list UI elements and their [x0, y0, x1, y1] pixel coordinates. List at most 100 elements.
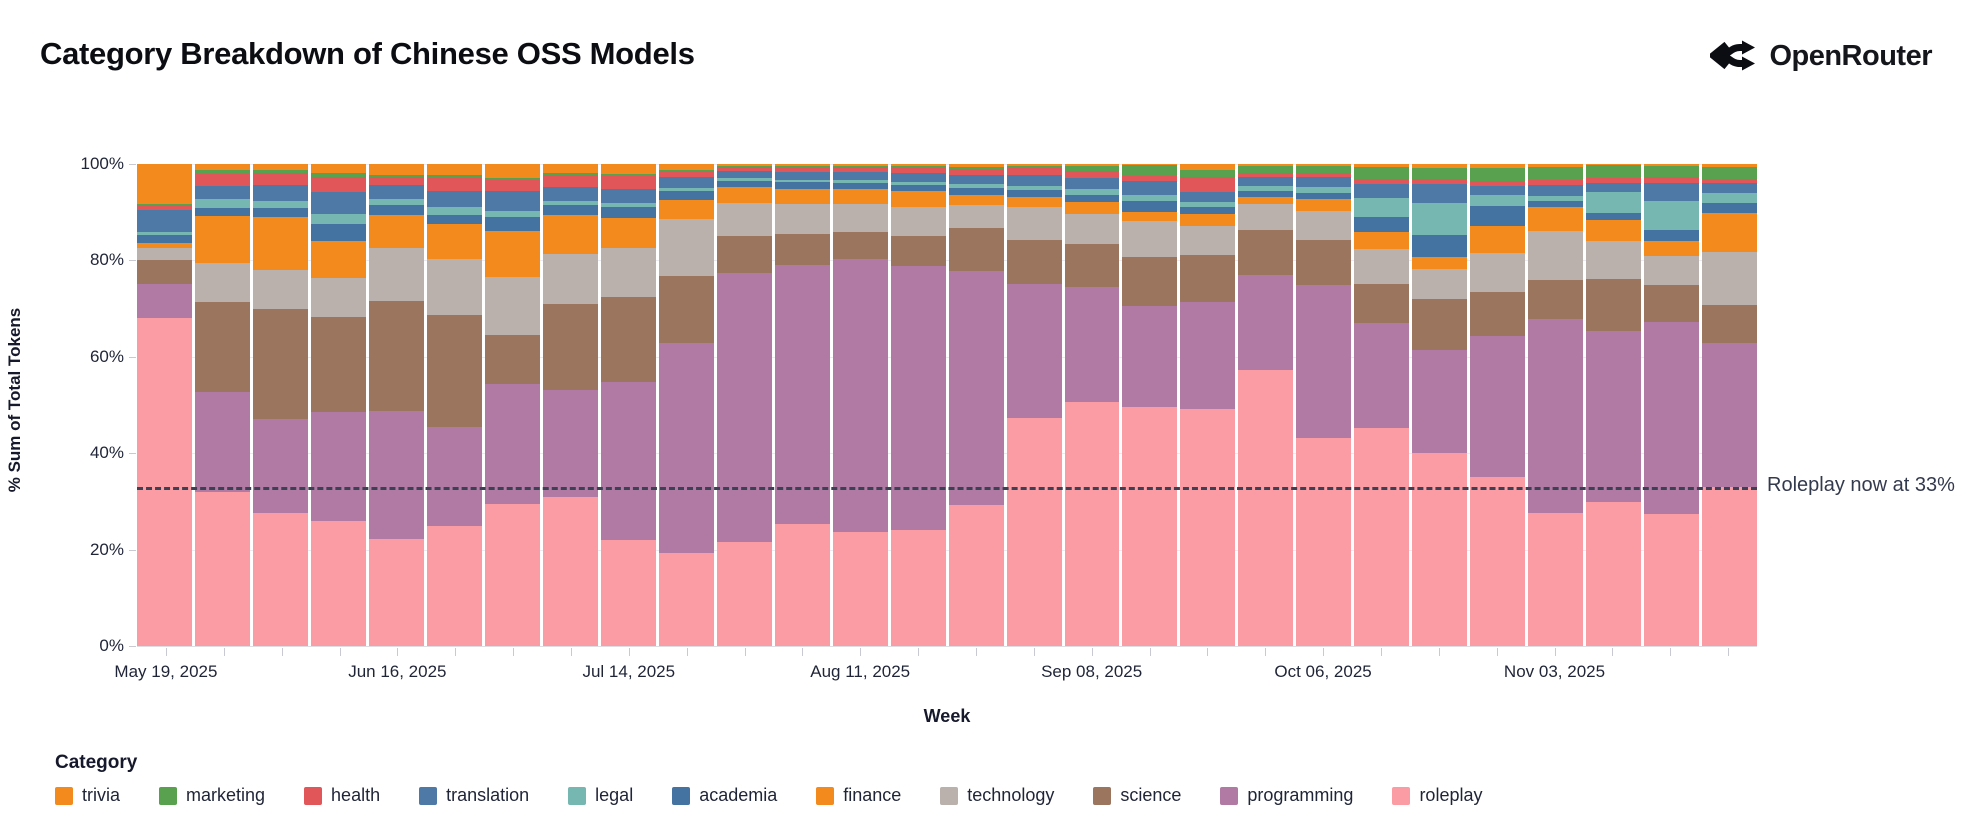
segment-translation[interactable]: [1006, 175, 1062, 186]
segment-finance[interactable]: [600, 218, 656, 248]
segment-legal[interactable]: [426, 207, 482, 215]
segment-finance[interactable]: [658, 200, 714, 219]
segment-programming[interactable]: [1644, 321, 1700, 515]
segment-science[interactable]: [832, 232, 888, 259]
segment-programming[interactable]: [1354, 322, 1410, 428]
segment-finance[interactable]: [1412, 256, 1468, 269]
segment-legal[interactable]: [948, 184, 1004, 188]
segment-academia[interactable]: [716, 180, 772, 187]
segment-marketing[interactable]: [1528, 166, 1584, 181]
segment-finance[interactable]: [948, 194, 1004, 206]
segment-marketing[interactable]: [194, 169, 250, 174]
segment-technology[interactable]: [252, 270, 308, 310]
segment-finance[interactable]: [137, 242, 192, 248]
segment-finance[interactable]: [194, 215, 250, 263]
segment-finance[interactable]: [1470, 225, 1526, 253]
segment-finance[interactable]: [1702, 213, 1758, 252]
segment-legal[interactable]: [774, 179, 830, 183]
segment-roleplay[interactable]: [774, 523, 830, 646]
segment-finance[interactable]: [252, 216, 308, 271]
segment-technology[interactable]: [368, 248, 424, 301]
segment-health[interactable]: [1586, 177, 1642, 183]
segment-health[interactable]: [1122, 175, 1178, 182]
segment-trivia[interactable]: [1470, 164, 1526, 169]
legend-item-translation[interactable]: translation: [419, 785, 529, 806]
segment-science[interactable]: [1006, 239, 1062, 284]
segment-legal[interactable]: [832, 180, 888, 183]
segment-roleplay[interactable]: [252, 513, 308, 646]
segment-programming[interactable]: [1006, 283, 1062, 418]
segment-marketing[interactable]: [600, 173, 656, 176]
segment-programming[interactable]: [1412, 349, 1468, 454]
segment-technology[interactable]: [1122, 220, 1178, 257]
segment-trivia[interactable]: [600, 164, 656, 174]
segment-academia[interactable]: [1238, 190, 1294, 198]
segment-legal[interactable]: [600, 202, 656, 208]
segment-academia[interactable]: [310, 224, 366, 242]
segment-trivia[interactable]: [1354, 164, 1410, 168]
segment-translation[interactable]: [948, 174, 1004, 185]
segment-health[interactable]: [890, 167, 946, 174]
legend-item-programming[interactable]: programming: [1220, 785, 1353, 806]
segment-roleplay[interactable]: [194, 491, 250, 647]
segment-roleplay[interactable]: [1470, 477, 1526, 647]
segment-legal[interactable]: [1586, 192, 1642, 213]
segment-technology[interactable]: [1702, 251, 1758, 305]
segment-technology[interactable]: [1644, 255, 1700, 285]
segment-science[interactable]: [1586, 278, 1642, 331]
segment-academia[interactable]: [1064, 194, 1120, 203]
segment-academia[interactable]: [658, 191, 714, 201]
segment-trivia[interactable]: [542, 164, 598, 173]
segment-technology[interactable]: [542, 254, 598, 305]
legend-item-legal[interactable]: legal: [568, 785, 633, 806]
segment-trivia[interactable]: [832, 164, 888, 167]
segment-programming[interactable]: [1702, 343, 1758, 487]
segment-translation[interactable]: [832, 172, 888, 181]
segment-finance[interactable]: [368, 214, 424, 249]
segment-health[interactable]: [194, 173, 250, 187]
segment-legal[interactable]: [658, 187, 714, 192]
segment-translation[interactable]: [716, 171, 772, 179]
segment-science[interactable]: [194, 301, 250, 392]
segment-health[interactable]: [1412, 179, 1468, 185]
segment-roleplay[interactable]: [1354, 427, 1410, 646]
segment-academia[interactable]: [1180, 206, 1236, 215]
segment-legal[interactable]: [542, 200, 598, 206]
segment-marketing[interactable]: [716, 166, 772, 168]
legend-item-finance[interactable]: finance: [816, 785, 901, 806]
segment-academia[interactable]: [600, 207, 656, 219]
segment-finance[interactable]: [1644, 240, 1700, 256]
segment-programming[interactable]: [600, 381, 656, 541]
segment-legal[interactable]: [1470, 195, 1526, 206]
segment-academia[interactable]: [1296, 192, 1352, 199]
segment-science[interactable]: [137, 260, 192, 285]
segment-technology[interactable]: [1180, 226, 1236, 255]
segment-health[interactable]: [774, 167, 830, 173]
segment-programming[interactable]: [658, 342, 714, 553]
segment-academia[interactable]: [542, 205, 598, 216]
segment-academia[interactable]: [252, 207, 308, 217]
segment-translation[interactable]: [426, 190, 482, 208]
segment-trivia[interactable]: [716, 164, 772, 167]
segment-roleplay[interactable]: [832, 531, 888, 646]
segment-legal[interactable]: [1528, 195, 1584, 201]
segment-translation[interactable]: [194, 186, 250, 199]
segment-roleplay[interactable]: [1238, 369, 1294, 646]
segment-science[interactable]: [774, 234, 830, 265]
legend-item-science[interactable]: science: [1093, 785, 1181, 806]
segment-trivia[interactable]: [1180, 164, 1236, 170]
segment-technology[interactable]: [948, 205, 1004, 229]
segment-health[interactable]: [1354, 178, 1410, 184]
segment-technology[interactable]: [1064, 214, 1120, 245]
segment-science[interactable]: [252, 309, 308, 420]
segment-translation[interactable]: [1586, 182, 1642, 193]
segment-translation[interactable]: [1644, 183, 1700, 202]
segment-trivia[interactable]: [1238, 164, 1294, 167]
segment-translation[interactable]: [1180, 192, 1236, 203]
segment-marketing[interactable]: [774, 166, 830, 168]
legend-item-health[interactable]: health: [304, 785, 380, 806]
segment-marketing[interactable]: [1180, 169, 1236, 178]
segment-science[interactable]: [1180, 254, 1236, 303]
segment-science[interactable]: [600, 297, 656, 382]
segment-programming[interactable]: [948, 271, 1004, 506]
